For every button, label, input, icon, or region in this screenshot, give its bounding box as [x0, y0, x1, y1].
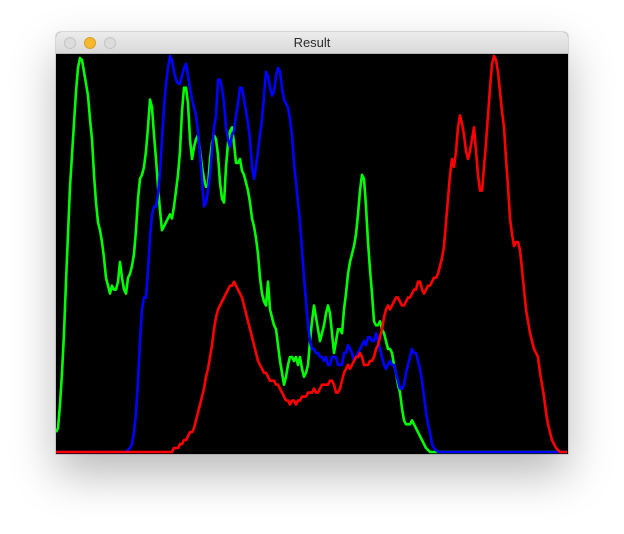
green-channel-line [56, 56, 567, 454]
blue-channel-line [56, 54, 567, 454]
histogram-canvas [56, 54, 568, 454]
histogram-chart [56, 54, 567, 454]
close-button[interactable] [64, 37, 76, 49]
maximize-button[interactable] [104, 37, 116, 49]
window-title: Result [293, 35, 331, 50]
window-titlebar[interactable]: Result [56, 32, 568, 54]
minimize-button[interactable] [84, 37, 96, 49]
result-window: Result [56, 32, 568, 454]
red-channel-line [56, 54, 567, 454]
